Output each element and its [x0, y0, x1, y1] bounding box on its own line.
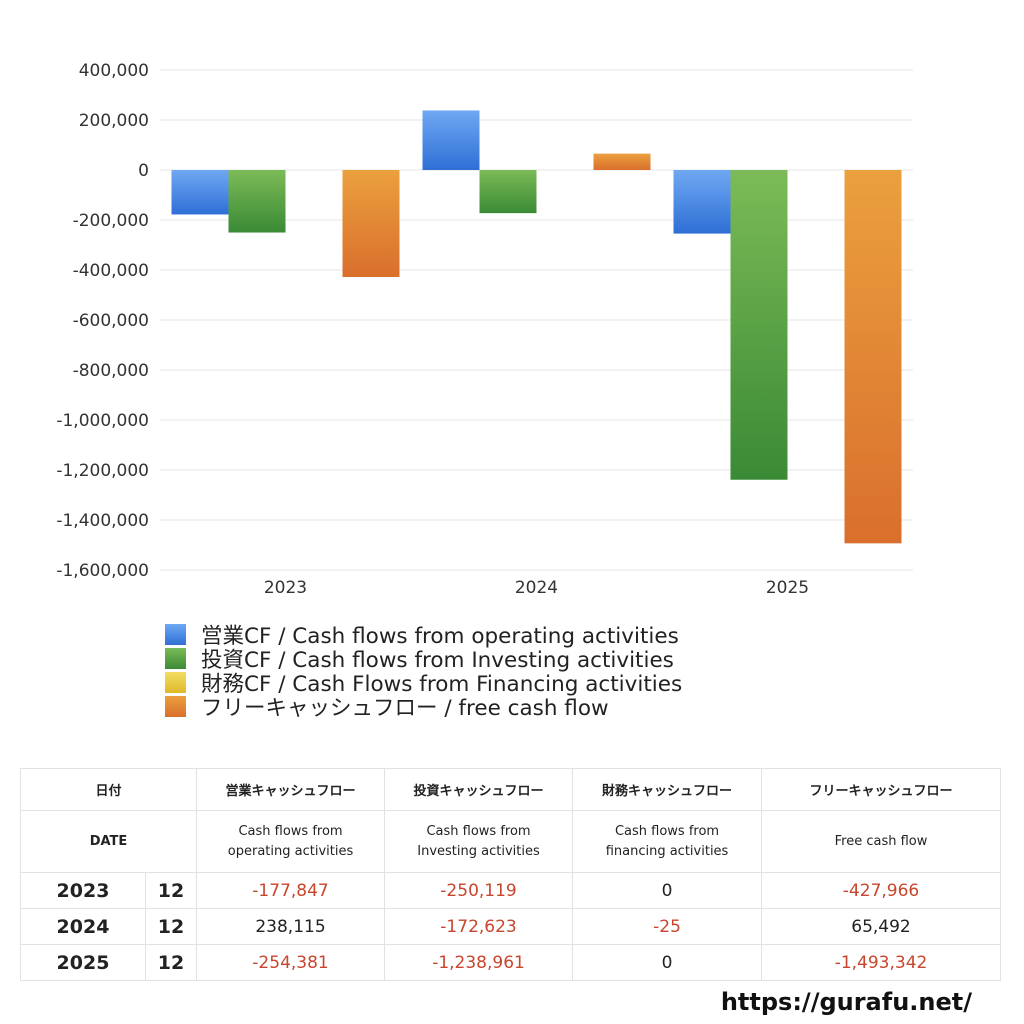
header-financing-en-line2: financing activities: [605, 843, 729, 859]
legend-label-free-cash-flow: フリーキャッシュフロー / free cash flow: [201, 695, 609, 721]
header-investing-en-line1: Cash flows from: [426, 823, 531, 839]
cell-free-cash-flow: 65,492: [761, 908, 1002, 945]
grid-lines: [160, 69, 913, 571]
header-operating-jp: 営業キャッシュフロー: [196, 768, 386, 811]
bar-operating-2025: [673, 170, 731, 234]
header-investing-en-line2: Investing activities: [417, 843, 540, 859]
header-financing-jp: 財務キャッシュフロー: [572, 768, 763, 811]
header-operating-en-line1: Cash flows from: [238, 823, 343, 839]
y-tick-label: -1,600,000: [56, 561, 149, 581]
cell-operating: -254,381: [196, 944, 386, 981]
legend-label-financing: 財務CF / Cash Flows from Financing activit…: [201, 671, 683, 697]
bar-free-cash-flow-2024: [593, 153, 651, 170]
y-tick-label: 0: [138, 161, 149, 181]
row-month: 12: [144, 944, 198, 981]
y-axis-ticks: 400,000 200,000 0 -200,000 -400,000 -600,000 -…: [56, 61, 149, 581]
header-financing-en: Cash flows from financing activities: [572, 810, 763, 873]
legend-item-free-cash-flow: フリーキャッシュフロー / free cash flow: [165, 694, 682, 721]
cell-free-cash-flow: -427,966: [761, 872, 1002, 909]
y-tick-label: -1,400,000: [56, 511, 149, 531]
header-operating-en: Cash flows from operating activities: [196, 810, 386, 873]
header-investing-en: Cash flows from Investing activities: [384, 810, 574, 873]
bar-investing-2025: [730, 170, 788, 480]
bar-free-cash-flow-2023: [342, 170, 400, 277]
legend-item-investing: 投資CF / Cash flows from Investing activit…: [165, 646, 682, 673]
table-header-row-en: DATE Cash flows from operating activitie…: [19, 810, 1002, 873]
y-tick-label: -400,000: [73, 261, 149, 281]
bar-operating-2023: [171, 170, 229, 215]
bar-investing-2024: [479, 170, 537, 214]
legend-label-operating: 営業CF / Cash flows from operating activit…: [201, 623, 679, 649]
legend-item-operating: 営業CF / Cash flows from operating activit…: [165, 622, 682, 649]
site-url[interactable]: https://gurafu.net/: [720, 988, 972, 1016]
x-tick-label: 2023: [264, 578, 307, 598]
header-operating-en-line2: operating activities: [227, 843, 354, 859]
table-row: 2023 12 -177,847 -250,119 0 -427,966: [20, 872, 1002, 909]
cell-operating: 238,115: [196, 908, 386, 945]
y-tick-label: -1,000,000: [56, 411, 149, 431]
cell-investing: -250,119: [384, 872, 574, 909]
row-month: 12: [144, 908, 198, 945]
chart-legend: 営業CF / Cash flows from operating activit…: [165, 622, 682, 721]
header-date-jp: 日付: [19, 768, 198, 811]
y-tick-label: 200,000: [79, 111, 149, 131]
cell-free-cash-flow: -1,493,342: [761, 944, 1002, 981]
cell-financing: 0: [572, 872, 763, 909]
bars: [171, 110, 902, 544]
bar-free-cash-flow-2025: [844, 170, 902, 544]
x-axis-ticks: 2023 2024 2025: [264, 578, 809, 598]
header-date-en: DATE: [19, 810, 198, 873]
row-year: 2023: [20, 872, 146, 909]
legend-label-investing: 投資CF / Cash flows from Investing activit…: [201, 647, 674, 673]
cell-financing: 0: [572, 944, 763, 981]
legend-item-financing: 財務CF / Cash Flows from Financing activit…: [165, 670, 682, 697]
header-free-cash-flow-jp: フリーキャッシュフロー: [761, 768, 1002, 811]
cell-financing: -25: [572, 908, 763, 945]
y-tick-label: -200,000: [73, 211, 149, 231]
header-financing-en-line1: Cash flows from: [614, 823, 720, 839]
y-tick-label: 400,000: [79, 61, 149, 81]
y-tick-label: -1,200,000: [56, 461, 149, 481]
table-header-row-jp: 日付 営業キャッシュフロー 投資キャッシュフロー 財務キャッシュフロー フリーキ…: [19, 768, 1002, 811]
bar-operating-2024: [422, 110, 480, 170]
header-investing-jp: 投資キャッシュフロー: [384, 768, 574, 811]
header-free-cash-flow-en: Free cash flow: [761, 810, 1002, 873]
cash-flow-bar-chart: 400,000 200,000 0 -200,000 -400,000 -600,000 -…: [56, 61, 913, 598]
y-tick-label: -800,000: [73, 361, 149, 381]
header-free-cash-flow-en-line1: Free cash flow: [834, 833, 928, 849]
x-tick-label: 2025: [766, 578, 809, 598]
row-year: 2024: [20, 908, 146, 945]
row-year: 2025: [20, 944, 146, 981]
cell-investing: -1,238,961: [384, 944, 574, 981]
legend-swatch-investing: [165, 647, 186, 669]
legend-swatch-financing: [165, 671, 186, 693]
x-tick-label: 2024: [515, 578, 558, 598]
cell-operating: -177,847: [196, 872, 386, 909]
cash-flow-table: 日付 営業キャッシュフロー 投資キャッシュフロー 財務キャッシュフロー フリーキ…: [19, 768, 1002, 981]
legend-swatch-free-cash-flow: [165, 695, 186, 717]
row-month: 12: [144, 872, 198, 909]
bar-investing-2023: [228, 170, 286, 233]
table-row: 2024 12 238,115 -172,623 -25 65,492: [20, 908, 1002, 945]
cell-investing: -172,623: [384, 908, 574, 945]
legend-swatch-operating: [165, 623, 186, 645]
y-tick-label: -600,000: [73, 311, 149, 331]
table-row: 2025 12 -254,381 -1,238,961 0 -1,493,342: [20, 944, 1002, 981]
